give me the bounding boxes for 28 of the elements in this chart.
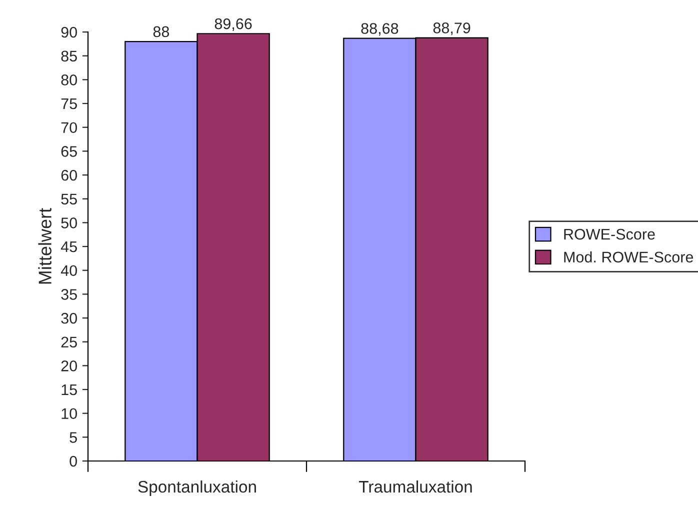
y-tick-label: 90	[61, 26, 77, 38]
y-tick-label: 20	[61, 360, 77, 372]
y-tick-label: 75	[61, 98, 77, 110]
data-label: 88,79	[433, 22, 470, 36]
y-tick-label: 65	[61, 146, 77, 157]
legend-label: Mod. ROWE-Score	[564, 251, 694, 263]
data-label: 88,68	[361, 23, 398, 36]
y-tick-label: 35	[61, 289, 77, 300]
data-label: 89,66	[214, 18, 252, 32]
y-tick-label: 80	[61, 74, 77, 86]
y-tick-label: 50	[61, 218, 77, 228]
y-tick-label: 5	[70, 432, 77, 443]
y-tick-label: 60	[61, 170, 77, 181]
y-tick-label: 15	[62, 384, 77, 396]
x-tick-label: Traumaluxation	[359, 480, 472, 493]
legend-label: ROWE-Score	[564, 228, 655, 240]
y-tick-label: 30	[61, 312, 77, 324]
y-tick-label: 40	[60, 265, 77, 276]
y-tick-label: 85	[61, 50, 77, 62]
y-tick-label: 10	[62, 408, 77, 420]
data-label: 88	[153, 26, 170, 38]
y-tick-label: 55	[61, 194, 77, 205]
x-tick-label: Spontanluxation	[138, 480, 256, 496]
y-tick-label: 70	[61, 122, 77, 134]
y-axis-title: Mittelwert	[38, 208, 52, 284]
y-tick-label: 25	[61, 336, 77, 348]
y-tick-label: 45	[60, 242, 77, 252]
y-tick-label: 0	[70, 456, 77, 467]
